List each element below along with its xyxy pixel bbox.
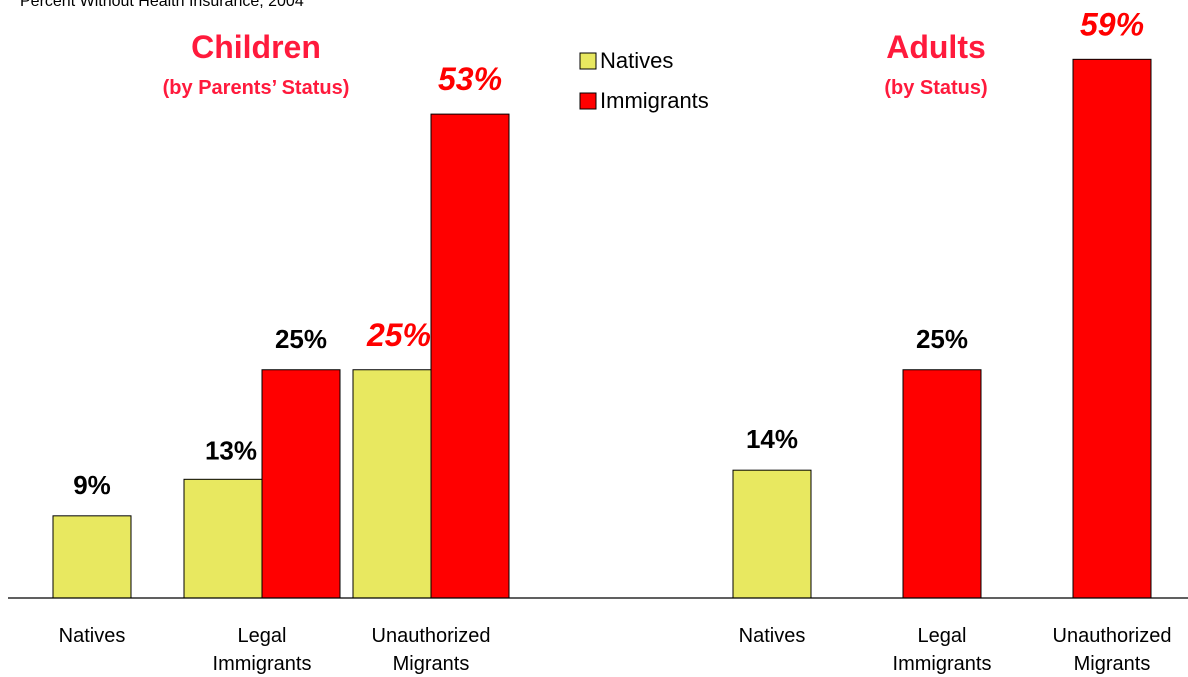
legend-swatch-natives [580, 53, 596, 69]
group-heading-adults: Adults [886, 29, 986, 65]
bar-label-children-natives-natives: 9% [73, 470, 111, 500]
legend-label-natives: Natives [600, 48, 673, 73]
category-label-adults-legal-immigrants: Legal [918, 625, 967, 647]
bar-adults-legal-immigrants-immigrants [903, 370, 981, 598]
bar-label-children-legal-immigrants-immigrants: 25% [275, 324, 327, 354]
category-label-children-unauthorized-migrants: Unauthorized [372, 625, 491, 647]
category-label-children-unauthorized-migrants: Migrants [393, 653, 470, 675]
category-label-children-legal-immigrants: Legal [238, 625, 287, 647]
legend: Natives Immigrants [580, 48, 709, 113]
bar-adults-unauthorized-migrants-immigrants [1073, 59, 1151, 598]
bar-label-children-legal-immigrants-natives: 13% [205, 435, 257, 465]
bar-children-legal-immigrants-natives [184, 479, 262, 598]
bar-label-children-unauthorized-migrants-natives: 25% [366, 317, 431, 353]
bar-children-unauthorized-migrants-immigrants [431, 114, 509, 598]
bar-label-adults-unauthorized-migrants-immigrants: 59% [1080, 6, 1144, 42]
bar-children-legal-immigrants-immigrants [262, 370, 340, 598]
group-subheading-children: (by Parents’ Status) [163, 77, 350, 99]
category-label-children-legal-immigrants: Immigrants [213, 653, 312, 675]
group-subheading-adults: (by Status) [884, 77, 987, 99]
category-label-adults-unauthorized-migrants: Migrants [1074, 653, 1151, 675]
bar-children-unauthorized-migrants-natives [353, 370, 431, 598]
category-label-adults-legal-immigrants: Immigrants [893, 653, 992, 675]
category-label-adults-natives: Natives [739, 625, 806, 647]
bar-label-adults-legal-immigrants-immigrants: 25% [916, 324, 968, 354]
category-label-children-natives: Natives [59, 625, 126, 647]
legend-swatch-immigrants [580, 93, 596, 109]
group-heading-children: Children [191, 29, 321, 65]
bar-label-adults-natives-natives: 14% [746, 424, 798, 454]
category-label-adults-unauthorized-migrants: Unauthorized [1053, 625, 1172, 647]
bar-label-children-unauthorized-migrants-immigrants: 53% [438, 61, 502, 97]
bar-children-natives-natives [53, 516, 131, 598]
bar-adults-natives-natives [733, 470, 811, 598]
legend-label-immigrants: Immigrants [600, 88, 709, 113]
chart-title: Percent Without Health Insurance, 2004 [20, 0, 304, 10]
